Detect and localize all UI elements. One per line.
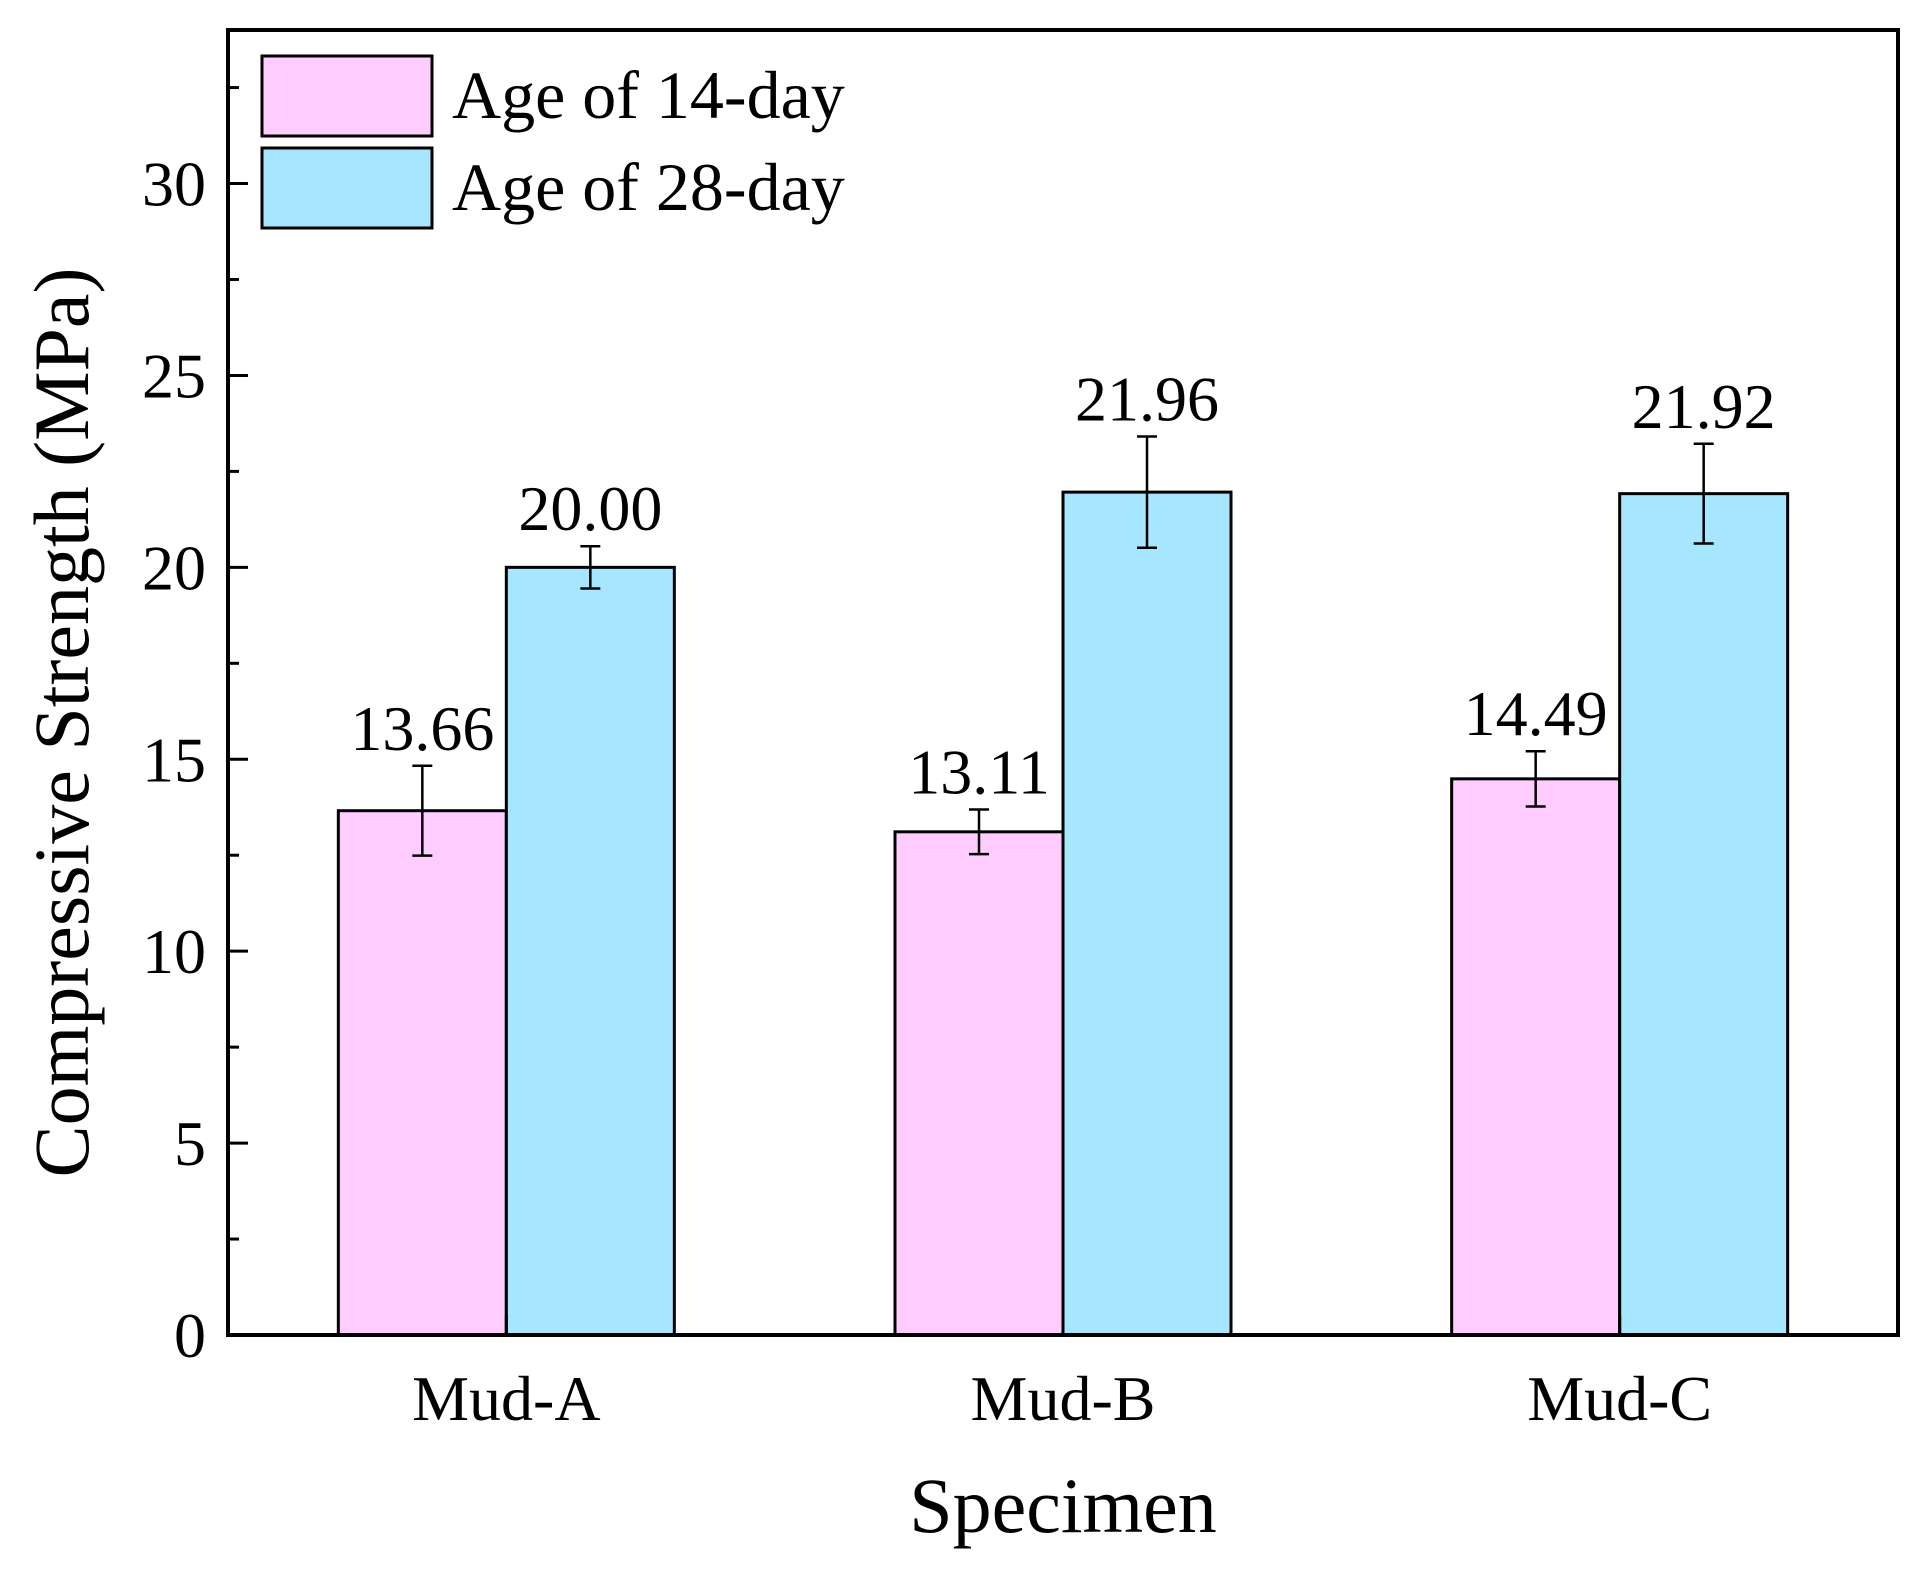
data-label-mud-b-series-1: 13.11	[908, 737, 1050, 808]
bars-layer	[336, 490, 1790, 1337]
y-tick-label: 15	[142, 724, 206, 795]
error-bar-mud-a-series-1	[412, 764, 433, 857]
bar-mud-b-series-2	[1061, 490, 1233, 1337]
legend-label-28-day: Age of 28-day	[452, 149, 845, 225]
y-tick-label: 5	[174, 1108, 206, 1179]
data-label-mud-a-series-2: 20.00	[518, 473, 662, 544]
error-bar-mud-c-series-2	[1693, 442, 1714, 545]
error-bar-mud-a-series-2	[580, 544, 601, 590]
error-bar-mud-b-series-2	[1137, 435, 1157, 550]
bar-mud-a-series-2	[504, 565, 676, 1337]
data-label-mud-a-series-1: 13.66	[350, 693, 494, 764]
data-label-mud-b-series-2: 21.96	[1075, 363, 1219, 434]
error-bar-mud-b-series-1	[969, 808, 989, 856]
y-tick-label: 10	[142, 916, 206, 987]
bar-mud-b-series-1	[893, 830, 1065, 1337]
y-axis-ticks: 0 5 10 15 20 25 30	[142, 86, 248, 1371]
error-bar-mud-c-series-1	[1525, 749, 1546, 808]
legend-swatch-28-day	[260, 146, 434, 230]
x-tick-label-mud-a: Mud-A	[412, 1363, 600, 1434]
y-tick-label: 0	[174, 1300, 206, 1371]
x-tick-label-mud-c: Mud-C	[1527, 1363, 1712, 1434]
error-bars-layer	[412, 435, 1714, 857]
y-tick-label: 25	[142, 340, 206, 411]
x-tick-label-mud-b: Mud-B	[971, 1363, 1156, 1434]
bar-mud-c-series-2	[1618, 492, 1790, 1337]
y-tick-label: 30	[142, 149, 206, 220]
data-label-mud-c-series-2: 21.92	[1632, 371, 1776, 442]
bar-mud-c-series-1	[1450, 777, 1622, 1337]
data-labels-layer: 13.66 13.11 14.49 20.00 21.96 21.92	[350, 363, 1775, 807]
y-tick-label: 20	[142, 532, 206, 603]
y-axis-title: Compressive Strength (MPa)	[18, 268, 105, 1178]
data-label-mud-c-series-1: 14.49	[1464, 678, 1608, 749]
legend-label-14-day: Age of 14-day	[452, 57, 845, 133]
legend: Age of 14-day Age of 28-day	[260, 54, 845, 230]
x-axis-ticks: Mud-A Mud-B Mud-C	[412, 1315, 1712, 1434]
bar-mud-a-series-1	[336, 809, 508, 1337]
legend-swatch-14-day	[260, 54, 434, 138]
x-axis-title: Specimen	[909, 1462, 1217, 1549]
